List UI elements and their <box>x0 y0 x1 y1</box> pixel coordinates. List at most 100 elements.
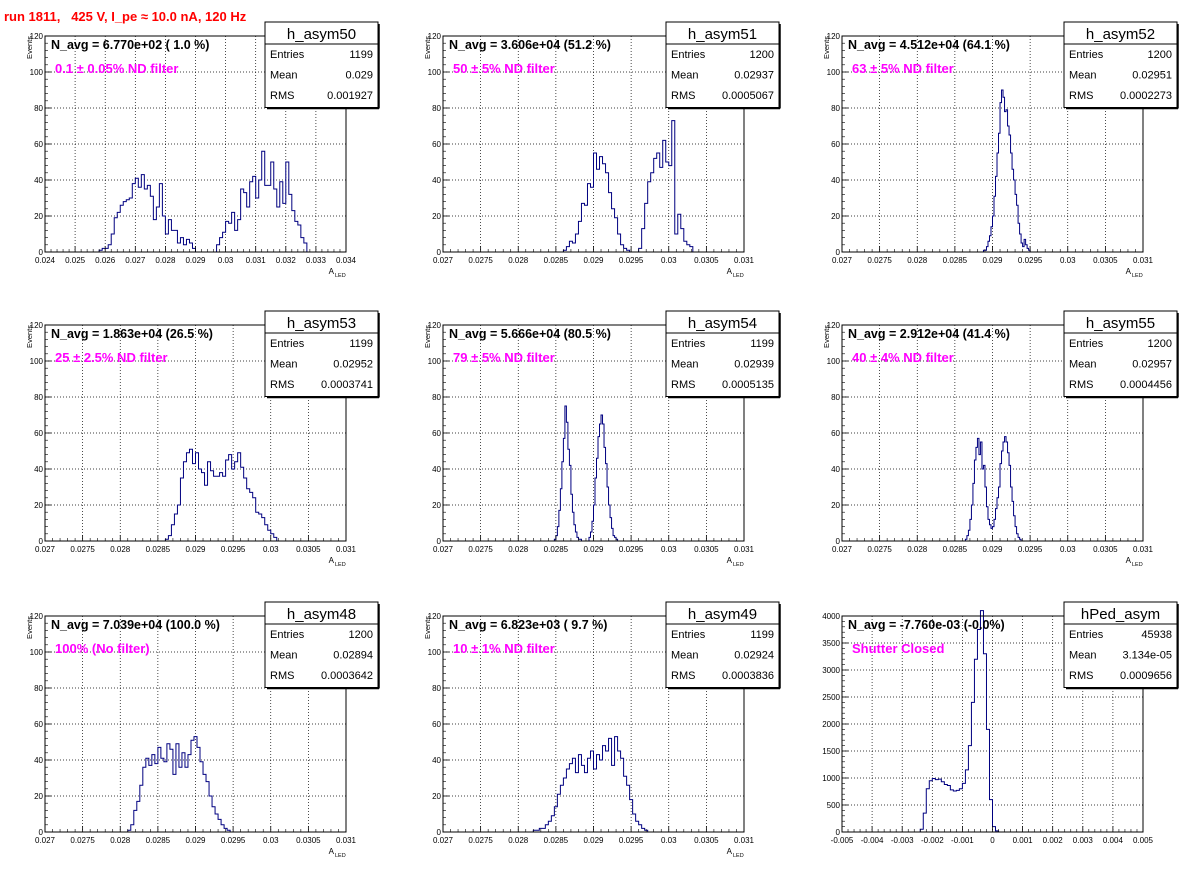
stats-value-rms: 0.0004456 <box>1120 379 1172 391</box>
x-tick-label: 0.03 <box>218 256 234 265</box>
y-tick-label: 20 <box>432 792 441 801</box>
stats-label-entries: Entries <box>1069 338 1104 350</box>
stats-box: h_asym49 Entries 1199 Mean 0.02924 RMS 0.00038… <box>665 601 781 690</box>
stats-box-frame <box>264 601 379 688</box>
x-tick-label: 0.028 <box>110 836 131 845</box>
y-tick-label: 20 <box>831 501 840 510</box>
x-tick-label: 0.031 <box>336 545 357 554</box>
x-tick-label: 0.031 <box>1133 256 1154 265</box>
x-tick-label: 0.0285 <box>544 836 569 845</box>
y-tick-label: 100 <box>827 68 841 77</box>
y-tick-label: 120 <box>30 321 44 330</box>
x-tick-label: 0.028 <box>508 256 529 265</box>
y-tick-label: 20 <box>34 792 43 801</box>
stats-box-title: h_asym51 <box>688 26 757 43</box>
stats-box: h_asym53 Entries 1199 Mean 0.02952 RMS 0.00037… <box>264 310 380 399</box>
x-tick-label: 0.031 <box>1133 545 1154 554</box>
stats-label-entries: Entries <box>270 629 305 641</box>
y-tick-label: 120 <box>827 321 841 330</box>
x-tick-label: 0.002 <box>1043 836 1064 845</box>
x-tick-label: -0.005 <box>831 836 854 845</box>
x-tick-label: 0.03 <box>263 545 279 554</box>
x-tick-label: 0.032 <box>276 256 297 265</box>
stats-box: h_asym50 Entries 1199 Mean 0.029 RMS 0.001927 <box>264 21 380 110</box>
y-tick-label: 0 <box>836 537 841 546</box>
stats-value-entries: 1199 <box>349 49 373 61</box>
y-tick-label: 40 <box>831 465 840 474</box>
stats-label-mean: Mean <box>1069 650 1097 662</box>
stats-label-mean: Mean <box>1069 70 1097 82</box>
stats-value-mean: 3.134e-05 <box>1122 650 1172 662</box>
x-axis-title: A <box>1126 556 1132 565</box>
x-tick-label: 0.031 <box>336 836 357 845</box>
x-axis-title-subscript: LED <box>1132 562 1143 568</box>
histogram-line <box>553 405 620 542</box>
y-tick-label: 100 <box>30 68 44 77</box>
stats-value-rms: 0.0002273 <box>1120 90 1172 102</box>
x-tick-label: 0.0295 <box>1018 545 1043 554</box>
x-axis-title: A <box>329 556 335 565</box>
y-axis-title: Events <box>423 616 432 639</box>
x-tick-label: 0.029 <box>583 545 604 554</box>
x-tick-label: 0.027 <box>433 256 454 265</box>
y-tick-label: 40 <box>34 176 43 185</box>
stats-value-entries: 1200 <box>349 629 373 641</box>
x-tick-label: 0.029 <box>583 256 604 265</box>
x-tick-label: 0.0295 <box>1018 256 1043 265</box>
histogram-panel-h_asym53: 0.027 0.0275 0.028 0.0285 0.029 0.0295 0.03 0.0… <box>25 310 380 568</box>
stats-label-entries: Entries <box>1069 629 1104 641</box>
x-tick-label: 0.0275 <box>867 545 892 554</box>
y-tick-label: 4000 <box>822 612 840 621</box>
stats-box-frame <box>1063 310 1178 397</box>
x-tick-label: 0.0275 <box>70 836 95 845</box>
x-tick-label: 0.029 <box>982 256 1003 265</box>
stats-box-frame <box>665 21 780 108</box>
x-tick-label: 0 <box>990 836 995 845</box>
stats-label-entries: Entries <box>671 338 706 350</box>
stats-label-entries: Entries <box>1069 49 1104 61</box>
stats-box-frame <box>665 310 780 397</box>
stats-label-mean: Mean <box>270 359 298 371</box>
y-tick-label: 80 <box>34 393 43 402</box>
x-axis-title: A <box>329 267 335 276</box>
filter-label: 10 ± 1% ND filter <box>453 641 555 656</box>
stats-label-entries: Entries <box>671 629 706 641</box>
navg-label: N_avg = 3.606e+04 (51.2 %) <box>449 38 611 52</box>
stats-value-entries: 1199 <box>750 629 774 641</box>
y-tick-label: 120 <box>30 32 44 41</box>
y-tick-label: 100 <box>30 357 44 366</box>
y-tick-label: 100 <box>30 648 44 657</box>
y-tick-label: 100 <box>428 68 442 77</box>
stats-value-mean: 0.02924 <box>734 650 774 662</box>
x-tick-label: 0.0295 <box>619 836 644 845</box>
x-axis-title-subscript: LED <box>733 853 744 859</box>
y-tick-label: 2000 <box>822 720 840 729</box>
y-tick-label: 40 <box>34 465 43 474</box>
x-tick-label: 0.029 <box>185 256 206 265</box>
stats-label-rms: RMS <box>270 670 294 682</box>
y-tick-label: 120 <box>428 32 442 41</box>
x-tick-label: 0.03 <box>263 836 279 845</box>
x-tick-label: 0.0305 <box>1093 545 1118 554</box>
x-tick-label: 0.028 <box>907 545 928 554</box>
stats-label-mean: Mean <box>671 359 699 371</box>
x-axis-title: A <box>727 267 733 276</box>
x-tick-label: 0.028 <box>907 256 928 265</box>
y-tick-label: 120 <box>827 32 841 41</box>
y-tick-label: 1000 <box>822 774 840 783</box>
y-tick-label: 60 <box>34 720 43 729</box>
stats-value-mean: 0.02939 <box>734 359 774 371</box>
y-tick-label: 0 <box>437 828 442 837</box>
y-tick-label: 3000 <box>822 666 840 675</box>
y-tick-label: 40 <box>432 176 441 185</box>
stats-value-mean: 0.029 <box>345 70 373 82</box>
stats-label-rms: RMS <box>1069 670 1093 682</box>
x-axis-title-subscript: LED <box>335 562 346 568</box>
y-tick-label: 120 <box>428 612 442 621</box>
x-tick-label: 0.028 <box>508 836 529 845</box>
histogram-line <box>919 610 1002 833</box>
x-tick-label: 0.0275 <box>867 256 892 265</box>
x-axis-title: A <box>727 556 733 565</box>
x-axis-title: A <box>1126 267 1132 276</box>
